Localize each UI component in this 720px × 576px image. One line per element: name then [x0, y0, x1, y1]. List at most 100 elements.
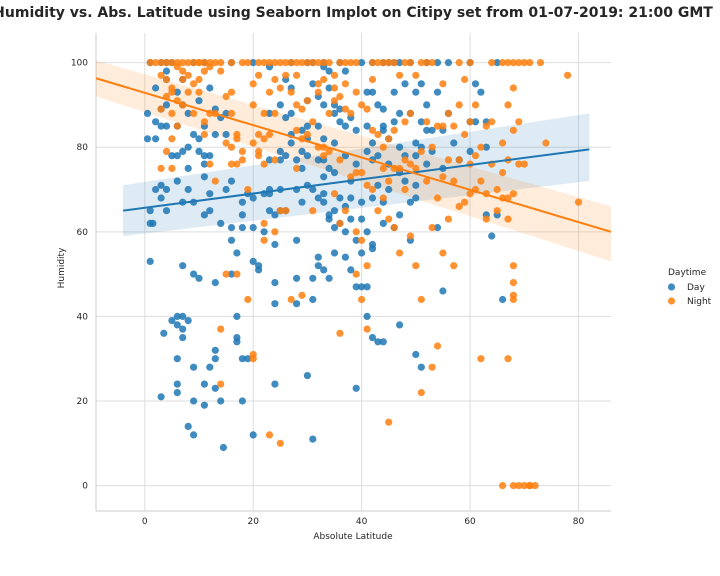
night-point — [190, 109, 198, 117]
night-point — [320, 152, 328, 160]
night-point — [168, 88, 176, 96]
day-point — [206, 152, 214, 160]
day-point — [423, 160, 431, 168]
day-point — [184, 143, 192, 151]
night-point — [515, 59, 523, 67]
day-point — [450, 139, 458, 147]
day-point — [211, 355, 219, 363]
day-point — [314, 262, 322, 270]
night-point — [455, 202, 463, 210]
night-point — [455, 59, 463, 67]
day-point — [347, 215, 355, 223]
day-point — [238, 211, 246, 219]
day-point — [206, 190, 214, 198]
night-point — [509, 482, 517, 490]
day-point — [368, 245, 377, 253]
day-point — [385, 185, 393, 194]
night-point — [417, 295, 425, 304]
day-point — [168, 317, 176, 325]
day-point — [412, 350, 420, 359]
day-point — [162, 207, 171, 215]
night-point — [168, 109, 176, 117]
night-point — [173, 63, 181, 71]
day-point — [179, 312, 187, 320]
day-point — [173, 389, 181, 397]
night-point — [276, 59, 284, 67]
night-point — [363, 262, 371, 270]
y-tick-label: 40 — [77, 312, 89, 322]
day-point — [249, 431, 257, 439]
day-point — [238, 224, 246, 232]
night-point — [417, 59, 425, 67]
day-point — [417, 118, 425, 126]
night-point — [162, 75, 171, 84]
day-point — [179, 334, 187, 342]
night-point — [227, 160, 236, 168]
night-point — [157, 105, 165, 113]
night-point — [190, 80, 198, 88]
day-point — [298, 198, 306, 206]
day-point — [363, 147, 371, 155]
night-point — [238, 156, 246, 164]
night-point — [428, 59, 436, 67]
day-point — [368, 334, 377, 342]
day-point — [260, 228, 268, 236]
night-point — [211, 59, 219, 67]
day-point — [341, 253, 349, 261]
day-point — [206, 363, 214, 371]
night-point — [276, 207, 284, 215]
night-point — [444, 156, 452, 164]
night-point — [428, 363, 436, 371]
night-point — [499, 482, 507, 490]
y-tick-label: 80 — [77, 143, 89, 153]
x-tick-label: 80 — [573, 517, 585, 527]
night-point — [455, 101, 463, 109]
day-point — [363, 283, 371, 291]
night-point — [195, 59, 203, 67]
night-point — [162, 147, 171, 155]
day-point — [309, 274, 317, 282]
night-point — [450, 262, 458, 270]
night-point — [347, 109, 355, 117]
legend-day-label: Day — [687, 283, 705, 293]
day-point — [195, 97, 203, 105]
night-point — [406, 160, 414, 168]
day-point — [330, 207, 339, 215]
night-point — [493, 185, 501, 194]
y-axis-label: Humidity — [57, 247, 67, 288]
day-point — [390, 118, 398, 126]
night-point — [347, 59, 355, 67]
day-point — [195, 135, 203, 143]
day-point — [282, 152, 290, 160]
day-point — [157, 122, 165, 130]
night-point — [347, 173, 355, 181]
day-point — [211, 279, 219, 287]
night-point — [217, 59, 225, 67]
night-point — [504, 59, 512, 67]
day-point — [184, 164, 192, 172]
night-point — [222, 92, 230, 101]
day-point — [406, 198, 414, 206]
night-point — [433, 194, 442, 202]
day-point — [368, 139, 377, 147]
day-point — [211, 346, 219, 354]
day-point — [233, 338, 241, 346]
day-point — [396, 143, 404, 151]
day-point — [341, 228, 349, 236]
night-point — [152, 59, 160, 67]
legend-night-label: Night — [687, 297, 712, 307]
day-point — [298, 164, 306, 172]
night-point — [504, 355, 512, 363]
night-point — [320, 59, 328, 67]
day-point — [162, 122, 171, 130]
day-point — [219, 443, 227, 452]
night-point — [238, 147, 246, 155]
day-point — [352, 384, 360, 392]
night-point — [217, 67, 225, 75]
night-point — [293, 71, 301, 79]
night-point — [363, 325, 371, 333]
night-point — [222, 139, 230, 147]
night-point — [330, 84, 339, 92]
night-point — [173, 122, 181, 130]
day-point — [293, 236, 301, 244]
